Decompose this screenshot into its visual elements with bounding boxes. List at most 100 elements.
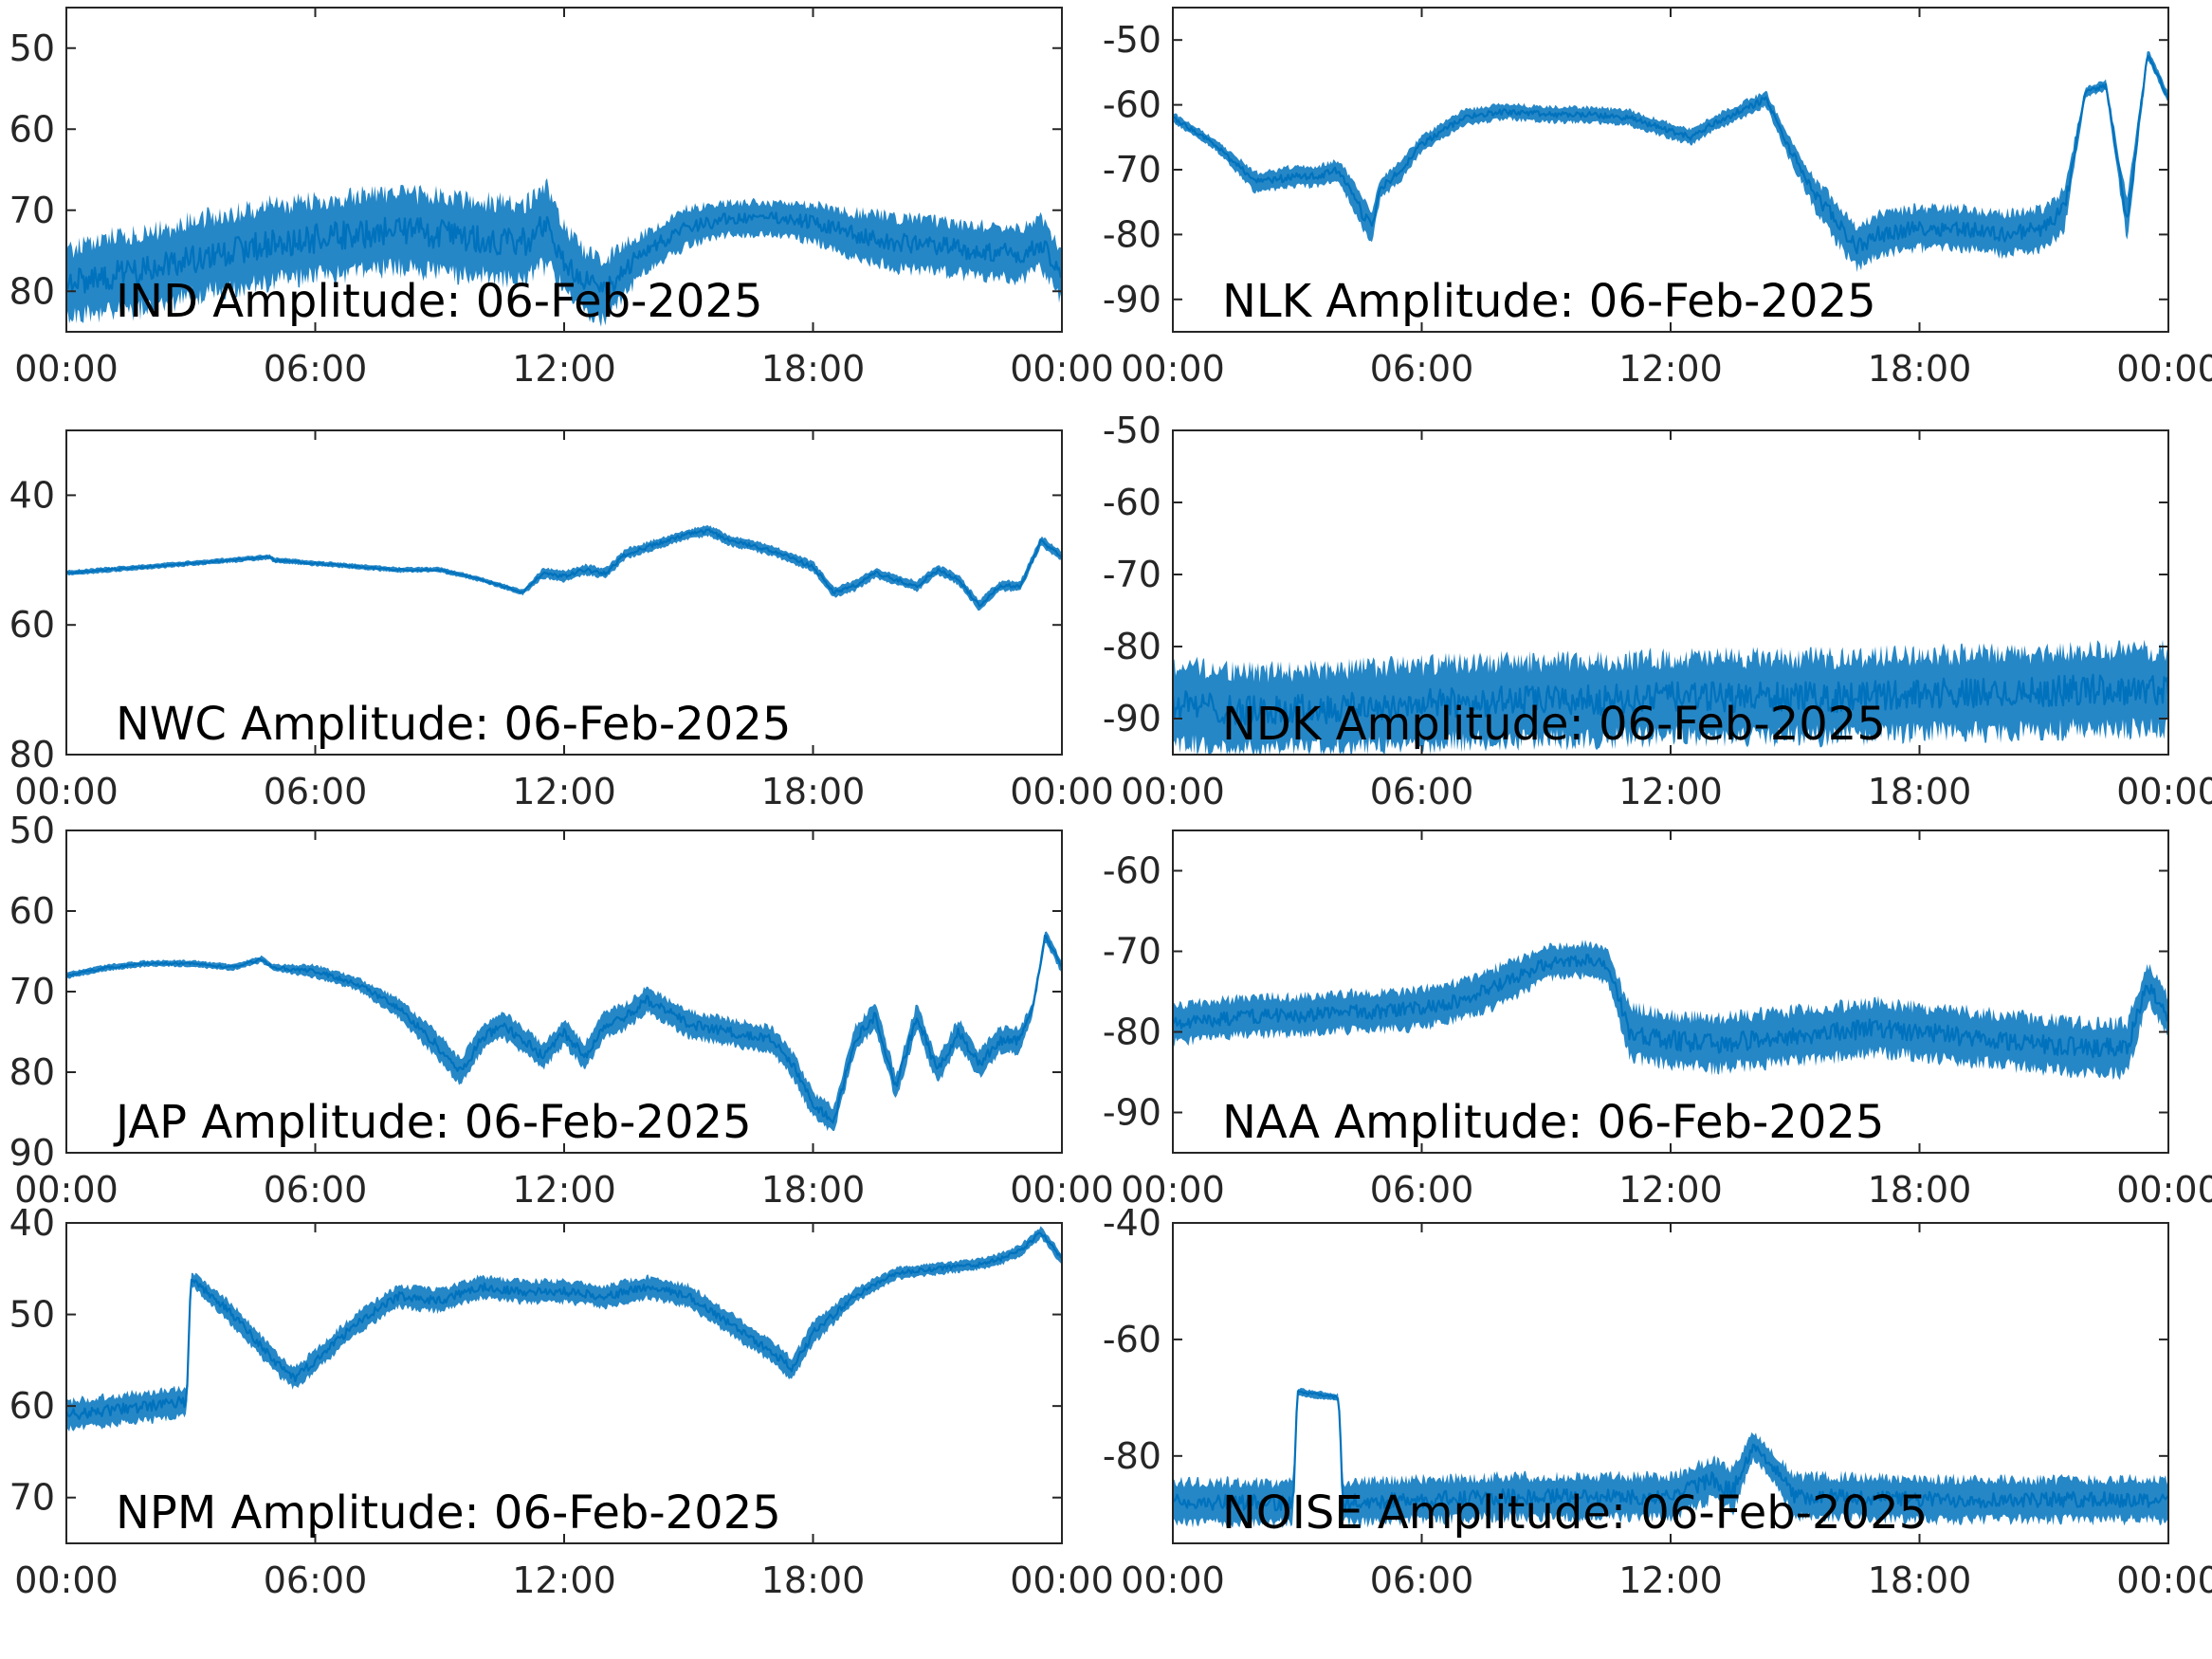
series-band (66, 525, 1062, 611)
series-line (1173, 1390, 2168, 1512)
x-tick-label: 18:00 (1868, 1559, 1972, 1601)
series-band (1173, 939, 2168, 1081)
y-tick-label: 60 (9, 604, 55, 646)
x-tick-label: 00:00 (14, 1169, 119, 1211)
series-trace (66, 525, 1062, 611)
x-tick-label: 18:00 (761, 771, 866, 812)
x-tick-label: 00:00 (1010, 348, 1114, 390)
y-tick-label: -80 (1103, 626, 1161, 667)
panel-2: 00:00 06:00 12:00 18:00 00:00 40 60 80 NWC Ampli… (9, 429, 1114, 812)
y-tick-label: -40 (1103, 1202, 1161, 1244)
x-tick-label: 00:00 (14, 348, 119, 390)
panel-title: NPM Amplitude: 06-Feb-2025 (116, 1486, 781, 1540)
series-line (1173, 55, 2168, 255)
y-tick-label: 60 (9, 1385, 55, 1427)
x-tick-label: 12:00 (512, 348, 616, 390)
x-tick-label: 12:00 (1618, 1169, 1723, 1211)
y-tick-label: -50 (1103, 19, 1161, 61)
y-tick-label: 60 (9, 108, 55, 150)
y-tick-label: 40 (9, 1202, 55, 1244)
y-tick-label: -70 (1103, 931, 1161, 973)
x-tick-label: 18:00 (1868, 348, 1972, 390)
x-tick-label: 00:00 (1010, 771, 1114, 812)
panel-title: JAP Amplitude: 06-Feb-2025 (113, 1096, 752, 1149)
x-tick-label: 18:00 (761, 1559, 866, 1601)
x-tick-label: 12:00 (1618, 1559, 1723, 1601)
series-trace (1173, 50, 2168, 273)
y-tick-label: 70 (9, 1477, 55, 1519)
series-trace (1173, 1387, 2168, 1529)
x-tick-label: 00:00 (14, 1559, 119, 1601)
y-tick-label: 40 (9, 474, 55, 516)
series-band (66, 178, 1062, 327)
x-tick-label: 06:00 (264, 1169, 368, 1211)
y-tick-label: -60 (1103, 84, 1161, 126)
x-tick-label: 06:00 (1370, 1559, 1474, 1601)
y-tick-label: -60 (1103, 482, 1161, 523)
y-tick-label: -90 (1103, 279, 1161, 320)
y-tick-label: 50 (9, 1294, 55, 1336)
x-tick-label: 12:00 (1618, 348, 1723, 390)
y-tick-label: 80 (9, 270, 55, 312)
panel-5: 00:00 06:00 12:00 18:00 00:00 -60 -70 -80 -90 NAA… (1103, 830, 2212, 1211)
panel-title: NWC Amplitude: 06-Feb-2025 (116, 698, 791, 751)
x-tick-label: 06:00 (1370, 771, 1474, 812)
panel-title: NOISE Amplitude: 06-Feb-2025 (1222, 1486, 1928, 1540)
x-tick-label: 00:00 (1121, 771, 1225, 812)
panel-3: 00:00 06:00 12:00 18:00 00:00 -50 -60 -70 -80 -90… (1103, 410, 2212, 812)
series-band (1173, 50, 2168, 273)
x-tick-label: 06:00 (1370, 348, 1474, 390)
x-tick-label: 18:00 (1868, 771, 1972, 812)
x-tick-label: 00:00 (1010, 1169, 1114, 1211)
series-line (66, 1231, 1062, 1420)
x-tick-label: 00:00 (1121, 348, 1225, 390)
x-tick-label: 00:00 (14, 771, 119, 812)
x-tick-label: 12:00 (512, 1169, 616, 1211)
series-trace (66, 1226, 1062, 1432)
x-tick-label: 18:00 (761, 1169, 866, 1211)
x-tick-label: 18:00 (761, 348, 866, 390)
x-tick-label: 06:00 (1370, 1169, 1474, 1211)
series-line (66, 528, 1062, 608)
y-tick-label: 70 (9, 190, 55, 231)
series-band (1173, 1387, 2168, 1529)
y-tick-label: 90 (9, 1132, 55, 1174)
panel-title: NAA Amplitude: 06-Feb-2025 (1222, 1096, 1884, 1149)
x-tick-label: 00:00 (2116, 348, 2212, 390)
x-tick-label: 06:00 (264, 1559, 368, 1601)
x-tick-label: 12:00 (512, 1559, 616, 1601)
y-tick-label: 80 (9, 1051, 55, 1093)
series-trace (66, 931, 1062, 1132)
y-tick-label: -80 (1103, 1435, 1161, 1477)
y-tick-label: 70 (9, 971, 55, 1012)
series-line (1173, 673, 2168, 726)
panel-7: 00:00 06:00 12:00 18:00 00:00 -40 -60 -80 NOISE … (1103, 1202, 2212, 1601)
y-tick-label: -60 (1103, 850, 1161, 892)
panel-title: NLK Amplitude: 06-Feb-2025 (1222, 275, 1876, 328)
x-tick-label: 00:00 (2116, 771, 2212, 812)
series-trace (1173, 939, 2168, 1081)
x-tick-label: 06:00 (264, 771, 368, 812)
x-tick-label: 00:00 (1121, 1169, 1225, 1211)
y-tick-label: 60 (9, 890, 55, 932)
y-tick-label: -90 (1103, 1092, 1161, 1134)
series-band (66, 1226, 1062, 1432)
x-tick-label: 12:00 (512, 771, 616, 812)
series-line (1173, 954, 2168, 1059)
series-line (66, 211, 1062, 297)
y-tick-label: -70 (1103, 554, 1161, 595)
series-trace (66, 178, 1062, 327)
x-tick-label: 06:00 (264, 348, 368, 390)
x-tick-label: 18:00 (1868, 1169, 1972, 1211)
series-trace (1173, 639, 2168, 755)
x-tick-label: 00:00 (1121, 1559, 1225, 1601)
y-tick-label: -80 (1103, 213, 1161, 255)
y-tick-label: 50 (9, 27, 55, 69)
y-tick-label: -90 (1103, 698, 1161, 739)
y-tick-label: 80 (9, 734, 55, 775)
y-tick-label: 50 (9, 810, 55, 851)
panel-4: 00:00 06:00 12:00 18:00 00:00 50 60 70 80 90 JAP A… (9, 810, 1114, 1211)
x-tick-label: 00:00 (2116, 1559, 2212, 1601)
x-tick-label: 00:00 (1010, 1559, 1114, 1601)
